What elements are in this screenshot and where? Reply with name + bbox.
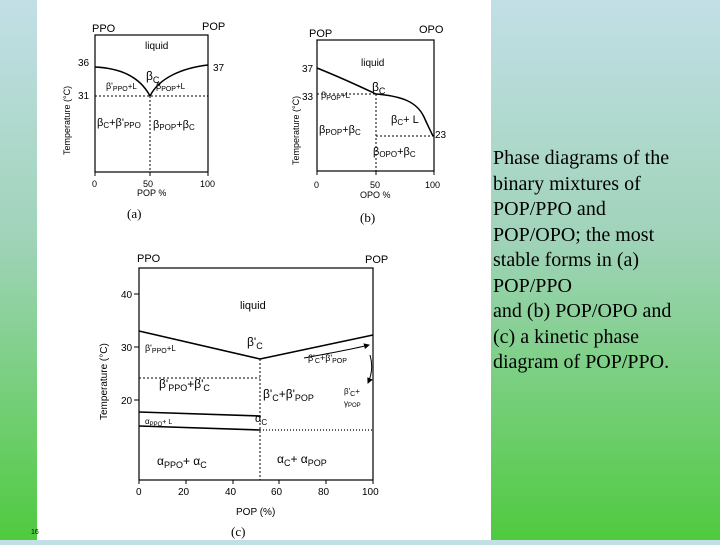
slide-number: 16 [31, 529, 39, 536]
region-alphappo-alphac-c: αPPO+ αC [157, 454, 207, 470]
liquidus-b-left [316, 67, 377, 95]
xlabel-b: OPO % [360, 190, 391, 200]
xtick-a-100: 100 [200, 179, 215, 189]
xlabel-a: POP % [137, 188, 166, 198]
panel-label-b: (b) [360, 210, 375, 225]
caption-line: POP/OPO; the most [493, 223, 655, 246]
temp-label-a-eutectic: 31 [78, 91, 90, 102]
frame-a [94, 34, 209, 173]
ylabel-a: Temperature (°C) [62, 86, 72, 155]
region-betapop-betac-b: βPOP+βC [319, 124, 361, 137]
region-betac-b: βC [372, 80, 386, 96]
frame-c [138, 267, 374, 481]
left-component-c: PPO [137, 253, 161, 265]
figure-panel: PPO POP liquid 36 37 31 Temperature (°C)… [37, 0, 491, 540]
region-alphac-alphapop-c: αC+ αPOP [277, 452, 327, 468]
temp-label-b-right: 23 [435, 130, 447, 141]
ytick-c-30: 30 [121, 343, 133, 354]
region-betapop-liquid-b: βPOP+L [321, 90, 351, 102]
right-component-b: OPO [419, 24, 444, 36]
caption-line: binary mixtures of [493, 172, 641, 195]
region-betac-betapop-c: β'C+β'POP [263, 387, 314, 403]
right-component-a: POP [202, 21, 225, 33]
xlabel-c: POP (%) [236, 507, 275, 518]
region-alphappo-liquid-c: αPPO+ L [145, 417, 172, 428]
region-betappo-betac-c: β'PPO+β'C [159, 377, 210, 393]
phase-diagrams-figure: PPO POP liquid 36 37 31 Temperature (°C)… [62, 21, 447, 539]
solvus-arrow-c [303, 343, 370, 359]
ylabel-c: Temperature (°C) [99, 343, 110, 420]
caption-line: and (b) POP/OPO and [493, 300, 672, 322]
figure-caption: Phase diagrams of the binary mixtures of… [493, 146, 715, 376]
liquidus-c-left [138, 330, 261, 360]
xtick-c-0: 0 [136, 487, 142, 498]
region-beta-c-a: βC [146, 69, 160, 85]
region-beta-ppo-liquid-a: β'PPO+L [106, 81, 137, 93]
region-betappo-liquid-c: β'PPO+L [145, 343, 176, 355]
panel-label-c: (c) [231, 524, 245, 539]
caption-line: stable forms in (a) [493, 249, 640, 271]
ytick-c-40: 40 [121, 290, 133, 301]
region-betapop-betac-a: βPOP+βC [153, 119, 195, 132]
temp-label-a-left: 36 [78, 58, 90, 69]
region-betac-gammapop-c: β'C+ γPOP [344, 387, 361, 409]
ytick-c-20: 20 [121, 396, 133, 407]
region-alphac-c: αC [255, 413, 267, 427]
temp-label-b-eutectic: 33 [302, 92, 314, 103]
caption-line: POP/PPO [493, 274, 572, 297]
phase-diagram-b: POP OPO liquid 37 33 23 Temperature (°C)… [291, 24, 447, 225]
region-liquid-c: liquid [240, 300, 266, 312]
xtick-b-50: 50 [370, 180, 380, 190]
right-component-c: POP [365, 254, 388, 266]
region-betac-betapop-upper-c: β'C+β'POP [308, 353, 347, 365]
caption-line: POP/PPO and [493, 198, 606, 220]
phase-diagram-c: PPO POP liquid 40 30 20 Temperature (°C)… [99, 253, 388, 539]
gamma-arrow-c [367, 354, 373, 384]
region-beta-pop-liquid-a: βPOP+L [156, 81, 186, 93]
region-liquid-b: liquid [361, 58, 384, 69]
left-component-b: POP [309, 28, 332, 40]
temp-label-a-right: 37 [213, 63, 225, 74]
ylabel-b: Temperature (°C) [291, 96, 301, 165]
caption-line: (c) a kinetic phase [493, 325, 640, 348]
xtick-b-100: 100 [425, 180, 440, 190]
xtick-c-80: 80 [318, 487, 330, 498]
caption-line: Phase diagrams of the [493, 147, 670, 169]
liquidus-c-right [259, 334, 374, 360]
alpha-line-c-1 [138, 411, 261, 417]
phase-diagram-a: PPO POP liquid 36 37 31 Temperature (°C)… [62, 21, 225, 221]
temp-label-b-left: 37 [302, 64, 314, 75]
region-liquid-a: liquid [145, 41, 168, 52]
left-component-a: PPO [92, 23, 116, 35]
region-betac-liquid-b: βC+ L [391, 114, 419, 127]
xtick-a-0: 0 [92, 179, 97, 189]
liquidus-b-right [375, 93, 434, 137]
xtick-b-0: 0 [314, 180, 319, 190]
region-betac-c: β'C [247, 335, 263, 351]
xtick-c-60: 60 [271, 487, 283, 498]
region-betac-betappo-a: βC+β'PPO [97, 117, 141, 130]
region-betaopo-betac-b: βOPO+βC [373, 146, 416, 159]
alpha-line-c-2 [138, 425, 261, 431]
xtick-c-20: 20 [178, 487, 190, 498]
panel-label-a: (a) [127, 206, 141, 221]
xtick-a-50: 50 [143, 179, 153, 189]
xtick-c-100: 100 [362, 487, 379, 498]
xtick-c-40: 40 [225, 487, 237, 498]
caption-line: diagram of POP/PPO. [493, 351, 670, 373]
